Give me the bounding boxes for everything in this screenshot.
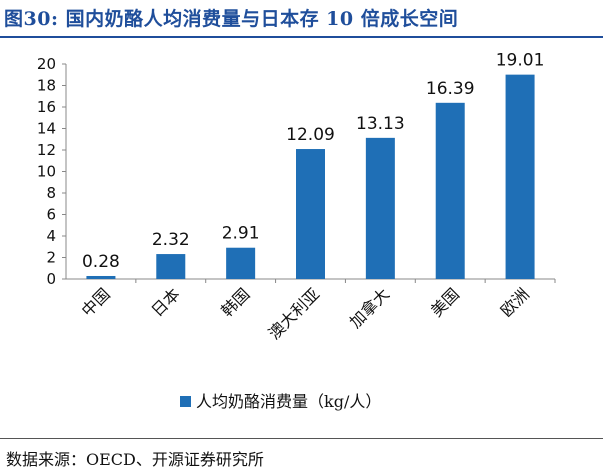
- category-label: 澳大利亚: [265, 284, 324, 343]
- bar: [156, 254, 186, 279]
- x-axis: 中国 日本 韩国 澳大利亚 加拿大 美国 欧洲: [78, 284, 533, 343]
- bar: [226, 247, 256, 279]
- value-labels: 0.28 2.32 2.91 12.09 13.13 16.39 19.01: [82, 51, 544, 272]
- bar: [505, 74, 535, 279]
- y-tick-label: 16: [37, 98, 56, 116]
- bar-chart: 0 2 4 6 8 10 12 14 16 18 20 0.28 2.32 2.91 12.09 13.13…: [37, 51, 556, 411]
- legend-swatch: [180, 396, 191, 407]
- y-tick-label: 12: [37, 141, 56, 159]
- bar-series: [86, 74, 535, 280]
- source-note: 数据来源：OECD、开源证券研究所: [6, 450, 264, 469]
- y-tick-label: 14: [37, 120, 56, 138]
- bar: [296, 149, 325, 279]
- value-label: 2.91: [222, 224, 260, 244]
- value-label: 19.01: [496, 51, 545, 71]
- footer-rule: [0, 438, 603, 439]
- bar: [365, 137, 395, 279]
- value-label: 13.13: [356, 114, 405, 134]
- value-label: 0.28: [82, 252, 120, 272]
- legend-label: 人均奶酪消费量（kg/人）: [196, 392, 381, 411]
- bar: [435, 102, 465, 280]
- value-label: 2.32: [152, 230, 190, 250]
- category-label: 韩国: [217, 284, 253, 320]
- bar: [86, 275, 116, 279]
- y-tick-label: 18: [37, 77, 56, 95]
- y-tick-label: 10: [37, 163, 56, 181]
- chart-title: 图30: 国内奶酪人均消费量与日本存 10 倍成长空间: [4, 8, 459, 30]
- category-label: 美国: [427, 284, 463, 320]
- legend: 人均奶酪消费量（kg/人）: [180, 392, 381, 411]
- category-label: 日本: [148, 284, 184, 320]
- value-label: 12.09: [286, 125, 335, 145]
- category-label: 中国: [78, 284, 114, 320]
- y-tick-label: 0: [46, 270, 56, 288]
- y-tick-label: 20: [37, 55, 56, 73]
- y-tick-label: 8: [46, 184, 56, 202]
- value-label: 16.39: [426, 79, 475, 99]
- category-label: 欧洲: [497, 284, 533, 320]
- title-rule: [0, 36, 603, 38]
- y-tick-label: 2: [46, 249, 56, 267]
- y-tick-label: 4: [46, 227, 56, 245]
- y-axis: 0 2 4 6 8 10 12 14 16 18 20: [37, 55, 556, 288]
- y-tick-label: 6: [46, 206, 56, 224]
- category-label: 加拿大: [346, 284, 393, 331]
